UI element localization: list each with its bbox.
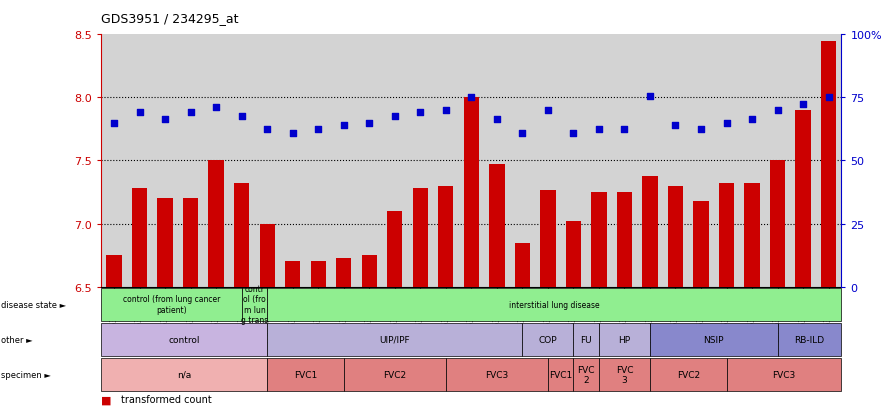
Text: FVC2: FVC2: [383, 370, 406, 379]
Text: transformed count: transformed count: [121, 394, 211, 404]
Text: n/a: n/a: [177, 370, 191, 379]
Text: FVC1: FVC1: [549, 370, 573, 379]
Point: [413, 110, 427, 116]
Point: [745, 116, 759, 123]
Bar: [387, 211, 403, 287]
Point: [796, 101, 811, 108]
Text: FU: FU: [581, 335, 592, 344]
Point: [337, 123, 351, 129]
Bar: [132, 189, 147, 287]
Bar: [361, 256, 377, 287]
Bar: [183, 199, 198, 287]
Point: [618, 126, 632, 133]
Bar: [821, 41, 836, 287]
Point: [822, 95, 836, 102]
Bar: [540, 190, 556, 287]
Point: [592, 126, 606, 133]
Text: UIP/IPF: UIP/IPF: [380, 335, 410, 344]
Point: [158, 116, 172, 123]
Bar: [642, 176, 657, 287]
Point: [388, 114, 402, 120]
Text: FVC
3: FVC 3: [616, 365, 633, 384]
Point: [439, 107, 453, 114]
Text: control (from lung cancer
patient): control (from lung cancer patient): [122, 295, 220, 314]
Bar: [796, 111, 811, 287]
Text: COP: COP: [538, 335, 557, 344]
Text: other ►: other ►: [1, 335, 33, 344]
Text: RB-ILD: RB-ILD: [795, 335, 825, 344]
Text: FVC1: FVC1: [294, 370, 317, 379]
Bar: [234, 184, 249, 287]
Text: FVC3: FVC3: [485, 370, 508, 379]
Text: FVC2: FVC2: [677, 370, 700, 379]
Text: FVC3: FVC3: [773, 370, 796, 379]
Text: ■: ■: [101, 394, 112, 404]
Point: [566, 130, 581, 137]
Text: specimen ►: specimen ►: [1, 370, 51, 379]
Point: [643, 93, 657, 100]
Bar: [591, 192, 607, 287]
Bar: [693, 202, 708, 287]
Bar: [260, 224, 275, 287]
Bar: [463, 98, 479, 287]
Text: disease state ►: disease state ►: [1, 300, 66, 309]
Text: control: control: [168, 335, 200, 344]
Point: [132, 110, 146, 116]
Bar: [285, 262, 300, 287]
Point: [694, 126, 708, 133]
Bar: [515, 243, 530, 287]
Bar: [438, 186, 454, 287]
Point: [541, 107, 555, 114]
Bar: [719, 184, 734, 287]
Bar: [770, 161, 785, 287]
Bar: [617, 192, 632, 287]
Bar: [311, 262, 326, 287]
Bar: [668, 186, 683, 287]
Point: [490, 116, 504, 123]
Text: NSIP: NSIP: [704, 335, 724, 344]
Text: HP: HP: [618, 335, 631, 344]
Text: contr
ol (fro
m lun
g trans: contr ol (fro m lun g trans: [241, 284, 268, 325]
Bar: [412, 189, 428, 287]
Point: [362, 120, 376, 127]
Bar: [209, 161, 224, 287]
Point: [260, 126, 274, 133]
Point: [720, 120, 734, 127]
Bar: [158, 199, 173, 287]
Bar: [566, 221, 581, 287]
Point: [669, 123, 683, 129]
Text: GDS3951 / 234295_at: GDS3951 / 234295_at: [101, 12, 239, 25]
Point: [183, 110, 197, 116]
Point: [107, 120, 121, 127]
Bar: [489, 165, 505, 287]
Bar: [107, 256, 122, 287]
Point: [515, 130, 529, 137]
Point: [209, 105, 223, 112]
Point: [464, 95, 478, 102]
Text: interstitial lung disease: interstitial lung disease: [509, 300, 600, 309]
Point: [285, 130, 300, 137]
Point: [771, 107, 785, 114]
Bar: [336, 258, 352, 287]
Bar: [744, 184, 759, 287]
Point: [234, 114, 248, 120]
Point: [311, 126, 325, 133]
Text: FVC
2: FVC 2: [577, 365, 595, 384]
